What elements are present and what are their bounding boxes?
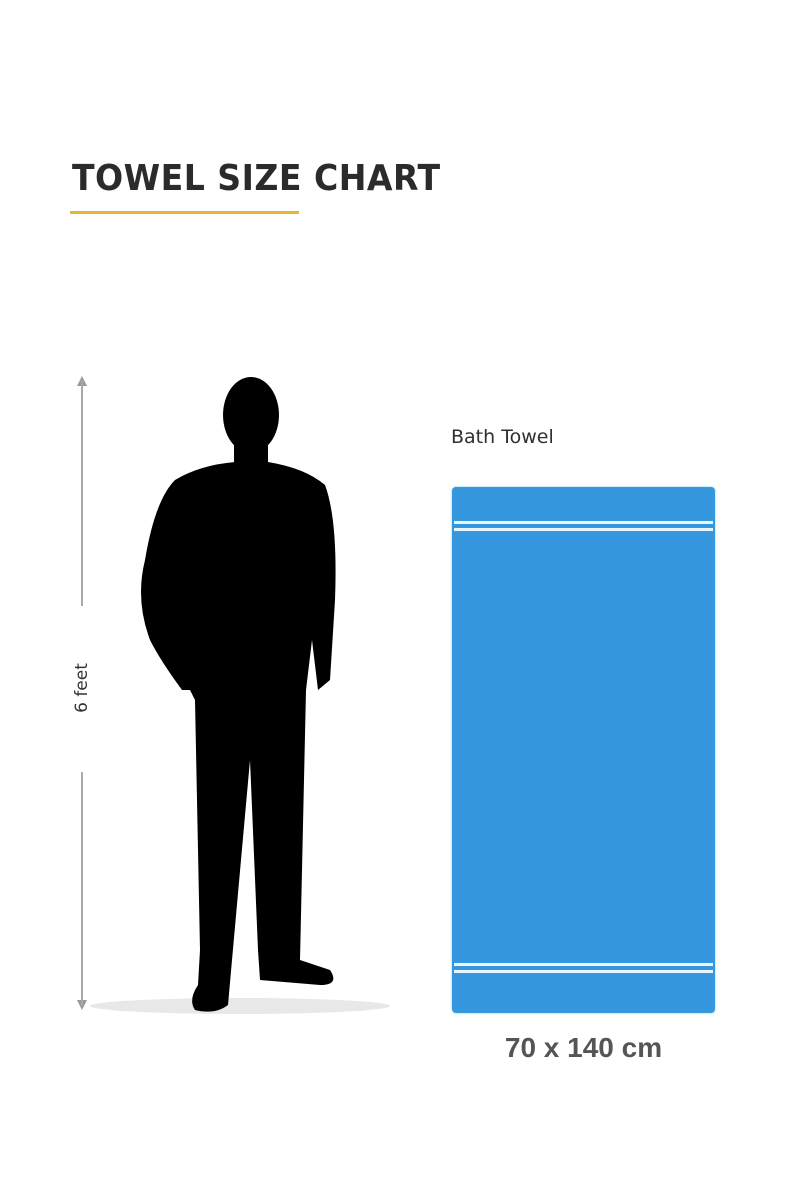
bath-towel	[452, 487, 715, 1013]
floor-shadow	[90, 998, 390, 1014]
towel-stripe	[454, 521, 713, 524]
towel-dimensions: 70 x 140 cm	[504, 1032, 663, 1063]
title-underline	[70, 211, 299, 214]
page-title: TOWEL SIZE CHART	[72, 158, 441, 199]
towel-stripe	[454, 970, 713, 973]
height-label: 6 feet	[72, 663, 92, 713]
towel-label: Bath Towel	[451, 426, 554, 448]
man-silhouette-icon	[141, 377, 336, 1012]
towel-stripe	[454, 963, 713, 966]
towel-stripe	[454, 528, 713, 531]
